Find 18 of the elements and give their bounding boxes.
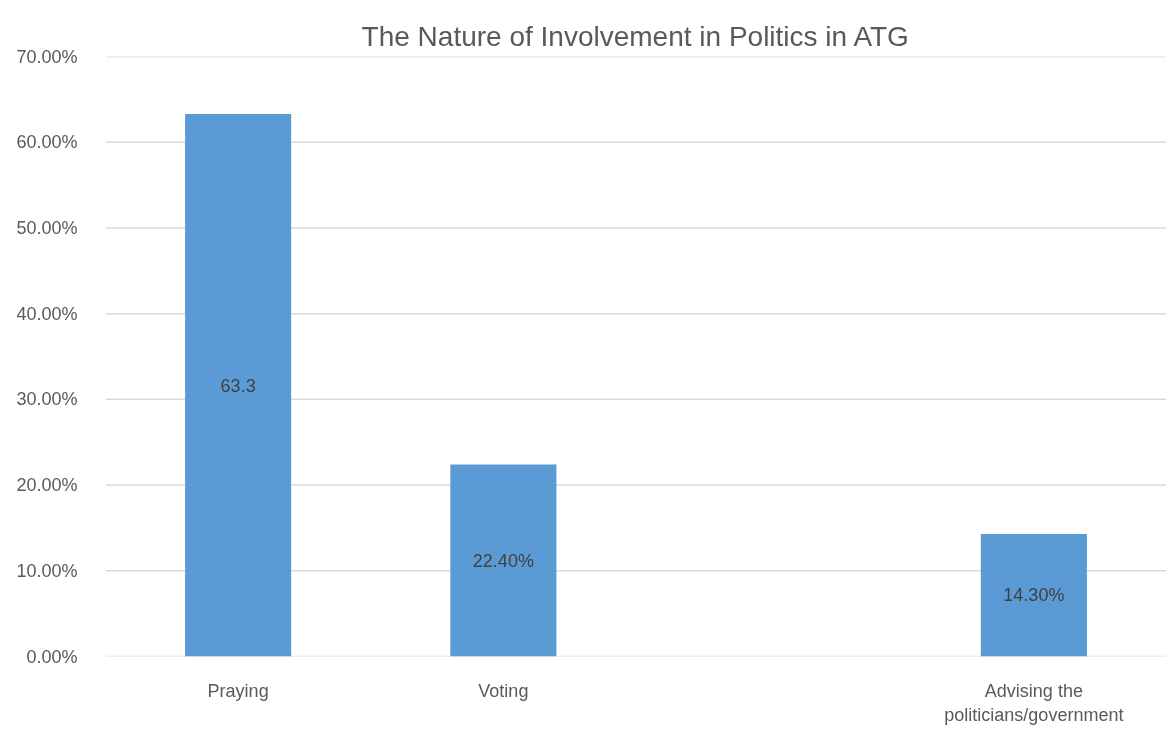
x-tick-label: Voting [478, 680, 529, 701]
data-label: 14.30% [1003, 585, 1065, 606]
y-tick-label: 60.00% [16, 132, 78, 153]
y-tick-label: 30.00% [16, 389, 78, 410]
x-tick-label: Praying [207, 680, 269, 701]
data-label: 22.40% [472, 550, 534, 571]
bar [450, 464, 557, 657]
y-tick-label: 20.00% [16, 475, 78, 496]
bar [980, 533, 1087, 657]
y-tick-label: 50.00% [16, 217, 78, 238]
y-tick-label: 40.00% [16, 303, 78, 324]
y-tick-label: 70.00% [16, 46, 78, 67]
chart-title: The Nature of Involvement in Politics in ATG [361, 20, 909, 52]
y-tick-label: 0.00% [26, 646, 78, 667]
y-tick-label: 10.00% [16, 560, 78, 581]
bar [185, 113, 292, 657]
x-tick-label: Advising the politicians/government [944, 680, 1124, 725]
data-label: 63.3 [220, 375, 256, 396]
